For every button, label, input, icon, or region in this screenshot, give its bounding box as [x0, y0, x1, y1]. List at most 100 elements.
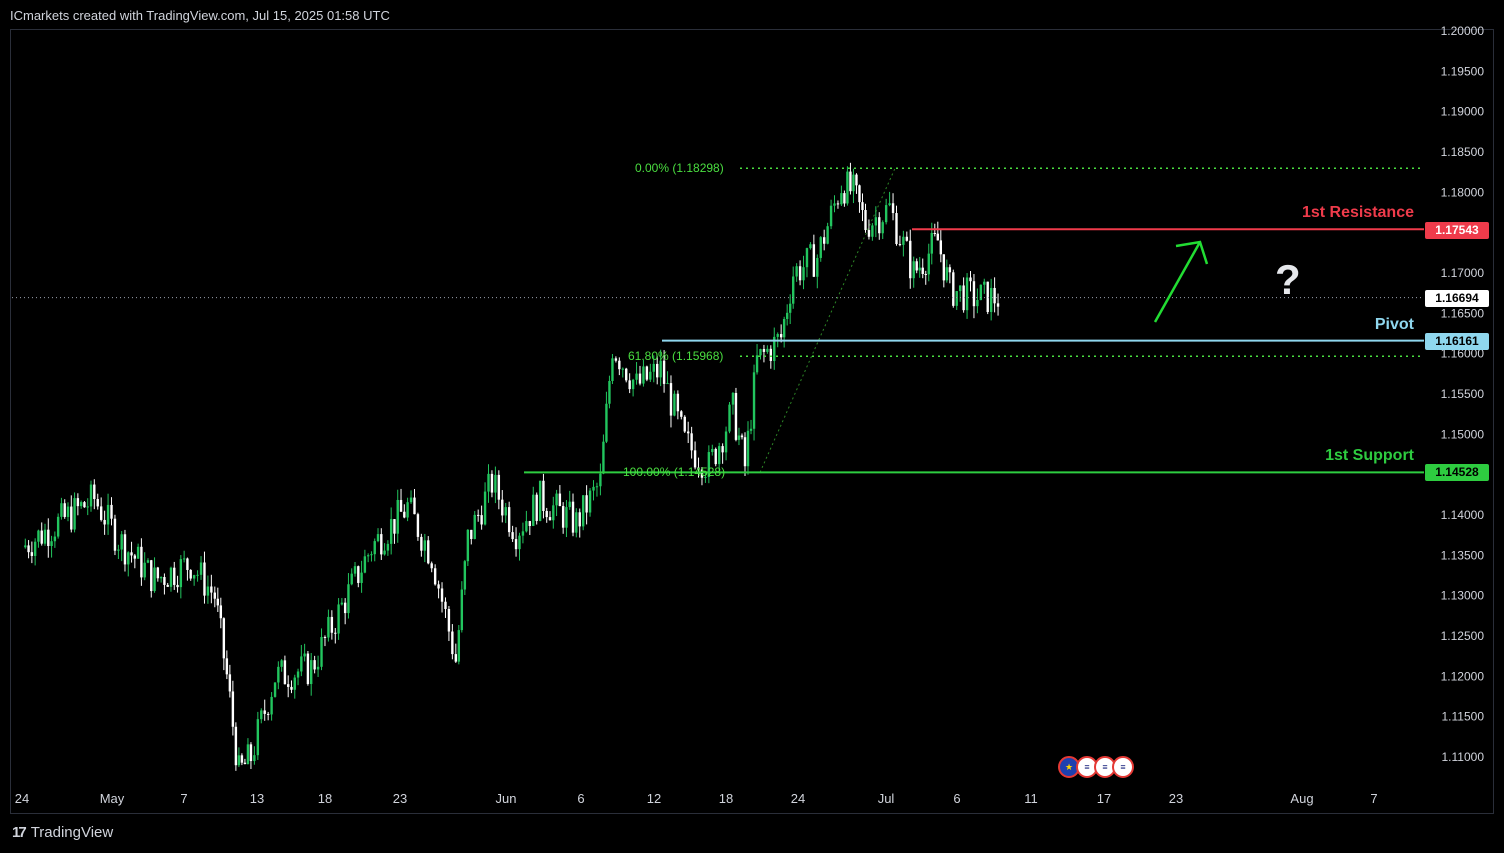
- candle-body: [106, 504, 110, 525]
- candle-body: [631, 379, 635, 390]
- candle-body: [945, 267, 949, 281]
- candle-body: [203, 562, 206, 596]
- candle-body: [216, 598, 220, 606]
- candle-body: [234, 726, 238, 766]
- candle-body: [795, 266, 798, 277]
- candle-body: [110, 504, 113, 519]
- candle-body: [621, 368, 624, 370]
- candle-body: [605, 403, 608, 442]
- candle-body: [986, 281, 989, 313]
- candle-body: [249, 744, 253, 762]
- candle-body: [958, 285, 962, 292]
- candle-body: [628, 380, 631, 390]
- bullish-arrow-head: [1175, 240, 1209, 265]
- candle-body: [423, 540, 427, 551]
- candle-body: [266, 713, 270, 715]
- candle-body: [939, 240, 943, 255]
- candle-body: [189, 569, 192, 579]
- candle-body: [728, 404, 731, 432]
- eu-flag-icon[interactable]: ★: [1058, 756, 1080, 778]
- candle-body: [561, 506, 565, 528]
- candle-body: [707, 452, 711, 477]
- candle-body: [746, 430, 750, 467]
- candle-body: [955, 291, 958, 306]
- candle-body: [253, 755, 256, 762]
- candle-body: [588, 490, 592, 513]
- candle-body: [581, 495, 585, 527]
- price-tick-label: 1.13500: [1441, 548, 1485, 562]
- tradingview-footer[interactable]: 17 TradingView: [12, 824, 113, 841]
- candle-body: [313, 660, 316, 670]
- candle-body: [463, 561, 467, 590]
- candle-body: [773, 336, 776, 361]
- fib-trend-line: [759, 168, 896, 473]
- candle-body: [483, 491, 487, 525]
- candle-body: [420, 536, 423, 551]
- candle-body: [363, 556, 367, 573]
- candle-body: [930, 233, 933, 254]
- support-label: 1st Support: [1325, 447, 1414, 464]
- candle-body: [497, 474, 501, 500]
- candle-body: [618, 360, 621, 370]
- candle-body: [43, 529, 47, 544]
- candle-body: [56, 516, 60, 537]
- candle-body: [909, 240, 912, 279]
- candle-body: [782, 318, 786, 338]
- candle-body: [776, 334, 779, 337]
- candle-body: [444, 601, 447, 610]
- candle-body: [447, 609, 451, 632]
- candle-body: [731, 392, 735, 405]
- price-tick-label: 1.11000: [1442, 750, 1485, 764]
- candle-body: [662, 360, 666, 384]
- candle-body: [246, 744, 250, 765]
- candle-body: [396, 499, 399, 534]
- us-flag-icon[interactable]: ≡: [1112, 756, 1134, 778]
- time-tick-label: Jun: [496, 791, 517, 806]
- candle-body: [380, 534, 383, 555]
- candle-body: [323, 636, 327, 638]
- candle-body: [240, 755, 244, 763]
- fib-label-top: 0.00% (1.18298): [635, 161, 724, 175]
- candle-body: [182, 558, 186, 560]
- time-tick-label: 7: [180, 791, 187, 806]
- candle-body: [343, 602, 347, 614]
- candle-body: [270, 696, 273, 715]
- economic-events[interactable]: ★ ≡ ≡ ≡: [1058, 756, 1134, 778]
- candle-body: [53, 536, 57, 542]
- pivot-label: Pivot: [1374, 316, 1414, 333]
- candle-body: [159, 577, 163, 579]
- price-tick-label: 1.18000: [1441, 185, 1485, 199]
- candle-body: [948, 267, 952, 273]
- candle-body: [123, 534, 127, 565]
- candle-body: [166, 584, 169, 587]
- candle-body: [40, 530, 43, 544]
- candle-body: [466, 529, 470, 562]
- candle-body: [504, 507, 507, 516]
- candle-body: [263, 710, 266, 714]
- candle-body: [27, 545, 30, 553]
- candle-body: [153, 567, 156, 592]
- candle-body: [752, 372, 756, 429]
- candle-body: [558, 493, 562, 507]
- candle-body: [353, 566, 357, 574]
- candle-body: [256, 719, 260, 756]
- candle-body: [690, 433, 693, 451]
- candle-body: [127, 552, 130, 565]
- candle-body: [878, 217, 881, 234]
- candle-body: [881, 222, 884, 234]
- candle-body: [60, 503, 63, 517]
- candle-body: [833, 203, 836, 206]
- candle-body: [585, 495, 588, 513]
- candle-body: [260, 710, 263, 720]
- candle-body: [962, 285, 965, 311]
- us-flag-icon[interactable]: ≡: [1094, 756, 1116, 778]
- price-tick-label: 1.17000: [1441, 266, 1485, 280]
- candle-body: [676, 393, 680, 412]
- price-tick-label: 1.11500: [1442, 710, 1485, 724]
- candle-body: [704, 476, 707, 478]
- candle-body: [683, 416, 686, 432]
- candle-body: [788, 303, 792, 313]
- candle-body: [399, 499, 403, 512]
- candle-body: [602, 441, 605, 474]
